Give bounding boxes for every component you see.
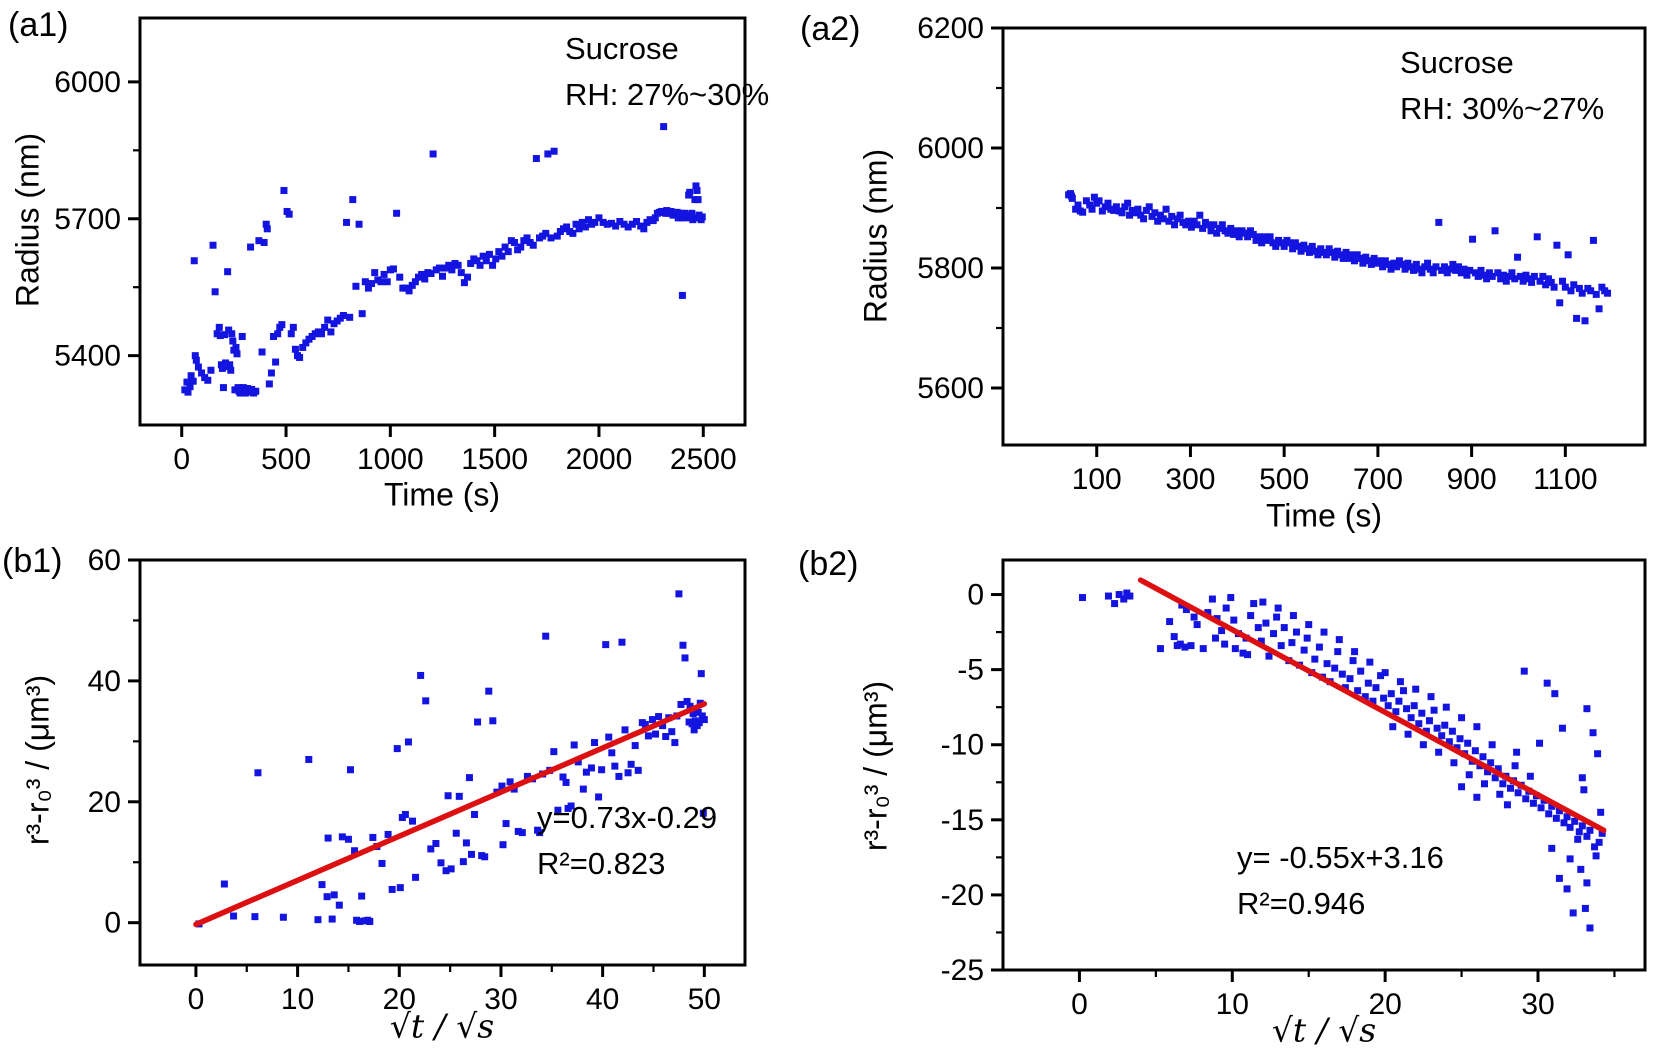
svg-text:10: 10 — [1216, 988, 1249, 1021]
x-axis-title-b2: √t / √s — [1271, 1010, 1377, 1050]
svg-text:5600: 5600 — [917, 372, 984, 405]
svg-text:-15: -15 — [941, 804, 984, 837]
a1-tick-labels: 0 500 1000 1500 2000 2500 5400 5700 6000 — [54, 66, 736, 476]
x-axis-title-a2: Time (s) — [1265, 497, 1383, 534]
r-squared-b1: R²=0.823 — [537, 845, 666, 881]
y-axis-title-b1: r³-r₀³ / (μm³) — [19, 674, 56, 846]
annotation-a2-line1: Sucrose — [1400, 45, 1514, 80]
annotation-b2: y= -0.55x+3.16 R²=0.946 — [1237, 835, 1444, 927]
panel-a1: 0 500 1000 1500 2000 2500 5400 5700 6000 — [54, 16, 747, 476]
svg-text:6000: 6000 — [54, 66, 121, 99]
svg-text:0: 0 — [188, 983, 205, 1016]
svg-text:0: 0 — [1071, 988, 1088, 1021]
svg-text:6200: 6200 — [917, 12, 984, 45]
b1-fit-line — [193, 701, 708, 928]
annotation-b1: y=0.73x-0.29 R²=0.823 — [537, 795, 717, 887]
x-axis-title-a1: Time (s) — [383, 476, 501, 513]
svg-text:1100: 1100 — [1533, 463, 1598, 496]
panel-a2: 100 300 500 700 900 1100 5600 5800 6000 6200 — [917, 12, 1647, 496]
panel-label-b2: (b2) — [798, 545, 859, 583]
svg-text:0: 0 — [104, 907, 121, 940]
x-axis-title-b1: √t / √s — [389, 1006, 495, 1046]
y-axis-title-b2: r³-r₀³ / (μm³) — [857, 680, 894, 852]
svg-text:0: 0 — [967, 579, 984, 612]
svg-text:10: 10 — [281, 983, 314, 1016]
b1-scatter-points — [195, 590, 708, 928]
svg-text:30: 30 — [484, 983, 517, 1016]
svg-text:-5: -5 — [957, 654, 984, 687]
svg-text:500: 500 — [261, 443, 311, 476]
svg-text:-10: -10 — [941, 729, 984, 762]
panel-b1: 0 10 20 30 40 50 0 20 40 60 — [88, 544, 747, 1016]
b2-fit-line — [1137, 577, 1607, 834]
a2-scatter-points — [1065, 190, 1612, 325]
svg-text:1000: 1000 — [357, 443, 424, 476]
svg-text:700: 700 — [1353, 463, 1403, 496]
panel-label-a1: (a1) — [8, 6, 69, 44]
annotation-a1: Sucrose RH: 27%~30% — [565, 26, 769, 118]
svg-text:40: 40 — [88, 665, 121, 698]
svg-text:2000: 2000 — [566, 443, 633, 476]
r-squared-b2: R²=0.946 — [1237, 885, 1366, 921]
svg-text:40: 40 — [586, 983, 619, 1016]
svg-text:1500: 1500 — [461, 443, 528, 476]
y-axis-title-a2: Radius (nm) — [857, 148, 894, 324]
svg-text:20: 20 — [383, 983, 416, 1016]
a2-tick-labels: 100 300 500 700 900 1100 5600 5800 6000 6200 — [917, 12, 1597, 496]
y-axis-title-a1: Radius (nm) — [9, 132, 46, 308]
a2-axes — [991, 26, 1647, 457]
panel-label-a2: (a2) — [800, 10, 861, 48]
b2-scatter-points — [1078, 589, 1606, 932]
svg-text:0: 0 — [173, 443, 190, 476]
b1-tick-labels: 0 10 20 30 40 50 0 20 40 60 — [88, 544, 721, 1016]
svg-text:-25: -25 — [941, 954, 984, 987]
svg-text:50: 50 — [688, 983, 721, 1016]
b2-tick-labels: 0 10 20 30 0 -5 -10 -15 -20 -25 — [941, 579, 1555, 1021]
annotation-a2-line2: RH: 30%~27% — [1400, 90, 1605, 126]
b1-axes — [128, 558, 747, 977]
svg-text:100: 100 — [1072, 463, 1122, 496]
b2-axes — [991, 558, 1647, 982]
svg-text:500: 500 — [1259, 463, 1309, 496]
svg-text:20: 20 — [1368, 988, 1401, 1021]
svg-text:20: 20 — [88, 786, 121, 819]
panel-b2: 0 10 20 30 0 -5 -10 -15 -20 -25 — [941, 558, 1647, 1021]
svg-text:5800: 5800 — [917, 252, 984, 285]
a1-scatter-points — [181, 123, 706, 397]
svg-text:60: 60 — [88, 544, 121, 577]
svg-text:30: 30 — [1521, 988, 1554, 1021]
svg-text:2500: 2500 — [670, 443, 737, 476]
svg-text:900: 900 — [1447, 463, 1497, 496]
fit-equation-b1: y=0.73x-0.29 — [537, 800, 718, 835]
annotation-a1-line1: Sucrose — [565, 31, 679, 66]
annotation-a1-line2: RH: 27%~30% — [565, 76, 770, 112]
fit-equation-b2: y= -0.55x+3.16 — [1237, 840, 1444, 875]
panel-label-b1: (b1) — [2, 542, 63, 580]
annotation-a2: Sucrose RH: 30%~27% — [1400, 40, 1604, 132]
svg-text:6000: 6000 — [917, 132, 984, 165]
svg-text:5400: 5400 — [54, 340, 121, 373]
a1-axes — [128, 16, 747, 437]
svg-text:300: 300 — [1165, 463, 1215, 496]
svg-text:5700: 5700 — [54, 203, 121, 236]
svg-text:-20: -20 — [941, 879, 984, 912]
